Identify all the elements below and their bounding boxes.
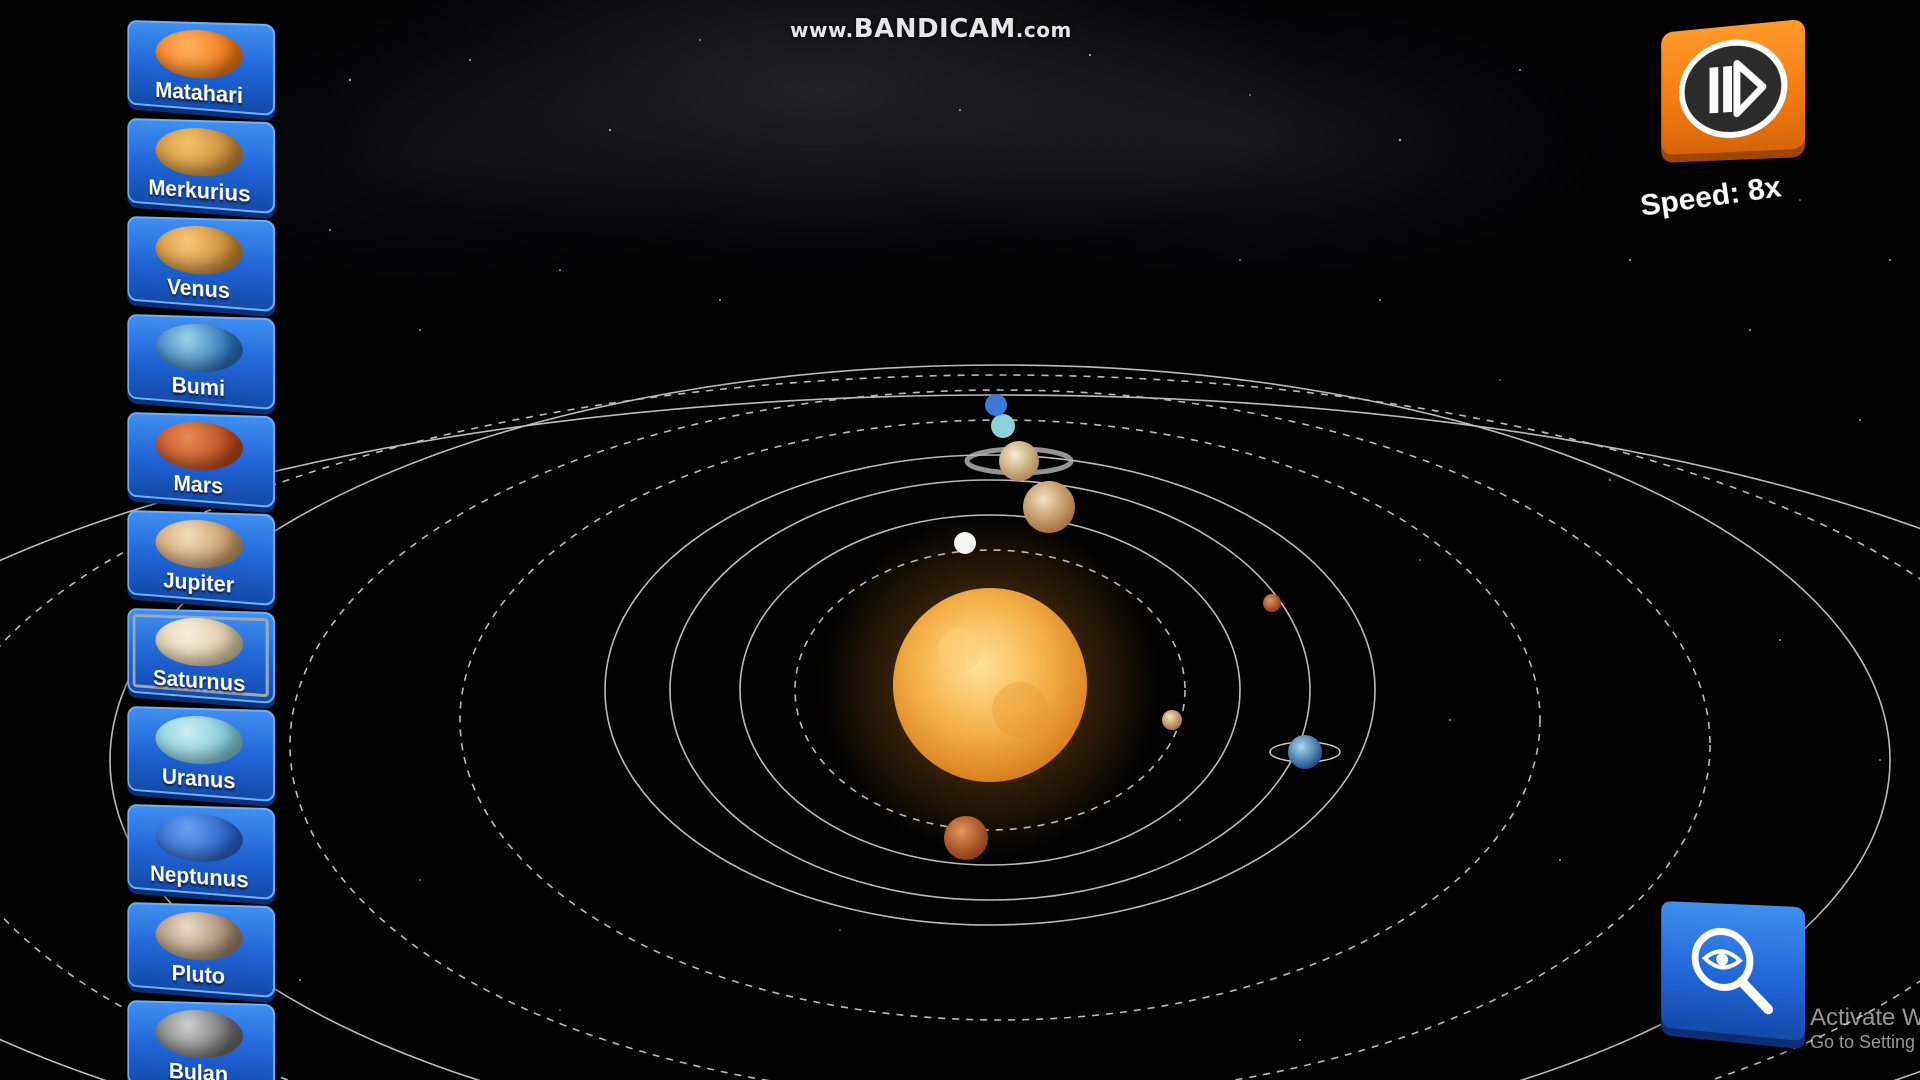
planet-button-label: Uranus: [129, 762, 273, 798]
activation-title: Activate W: [1810, 1004, 1920, 1032]
planet-button-venus[interactable]: Venus: [127, 216, 275, 312]
earth-icon: [155, 323, 242, 375]
activation-subtitle: Go to Setting: [1810, 1032, 1920, 1053]
watermark-brand: BANDICAM: [854, 14, 1016, 44]
planet-button-jupiter[interactable]: Jupiter: [127, 510, 275, 606]
planet-button-label: Neptunus: [129, 860, 273, 896]
planet-button-neptunus[interactable]: Neptunus: [127, 804, 275, 900]
fast-forward-icon: [1675, 30, 1791, 144]
watermark-prefix: www.: [790, 18, 854, 42]
planet-button-matahari[interactable]: Matahari: [127, 20, 275, 116]
neptune-object: [985, 394, 1007, 416]
planet-selector-sidebar: Matahari Merkurius Venus Bumi Mars Jupiter Sat…: [122, 22, 274, 1080]
jupiter-object: [1023, 481, 1075, 533]
planet-button-label: Saturnus: [129, 664, 273, 700]
windows-activation-notice: Activate W Go to Setting: [1810, 1004, 1920, 1052]
saturn-object: [967, 441, 1071, 481]
planet-button-bumi[interactable]: Bumi: [127, 314, 275, 410]
planet-button-label: Matahari: [129, 76, 273, 112]
uranus-icon: [155, 715, 242, 767]
planet-button-label: Venus: [129, 272, 273, 308]
planet-button-label: Pluto: [129, 958, 273, 994]
planet-button-merkurius[interactable]: Merkurius: [127, 118, 275, 214]
jupiter-icon: [155, 519, 242, 571]
planet-button-label: Mars: [129, 468, 273, 504]
venus-icon: [155, 225, 242, 277]
sun-icon: [155, 29, 242, 81]
mars-object: [1263, 594, 1281, 612]
bandicam-watermark: www.BANDICAM.com: [790, 14, 1072, 44]
sun-object: [820, 515, 1160, 855]
uranus-object: [991, 414, 1015, 438]
mercury-icon: [155, 127, 242, 179]
watermark-suffix: .com: [1016, 18, 1072, 42]
eye-magnifier-icon: [1686, 922, 1781, 1019]
mercury-object: [1162, 710, 1182, 730]
planet-button-pluto[interactable]: Pluto: [127, 902, 275, 998]
planet-button-label: Bulan: [129, 1056, 273, 1080]
planet-button-label: Bumi: [129, 370, 273, 406]
planet-button-label: Merkurius: [129, 174, 273, 210]
planet-button-saturnus[interactable]: Saturnus: [127, 608, 275, 704]
earth-object: [1270, 735, 1340, 769]
mars-icon: [155, 421, 242, 473]
planet-button-uranus[interactable]: Uranus: [127, 706, 275, 802]
planet-button-label: Jupiter: [129, 566, 273, 602]
neptune-icon: [155, 813, 242, 865]
planet-button-mars[interactable]: Mars: [127, 412, 275, 508]
view-search-button[interactable]: [1661, 901, 1805, 1041]
saturn-icon: [155, 617, 242, 669]
venus-object: [944, 816, 988, 860]
speed-toggle-button[interactable]: [1661, 19, 1805, 155]
moon-icon: [155, 1009, 242, 1061]
moon-object: [954, 532, 976, 554]
planet-button-bulan[interactable]: Bulan: [127, 1000, 275, 1080]
pluto-icon: [155, 911, 242, 963]
